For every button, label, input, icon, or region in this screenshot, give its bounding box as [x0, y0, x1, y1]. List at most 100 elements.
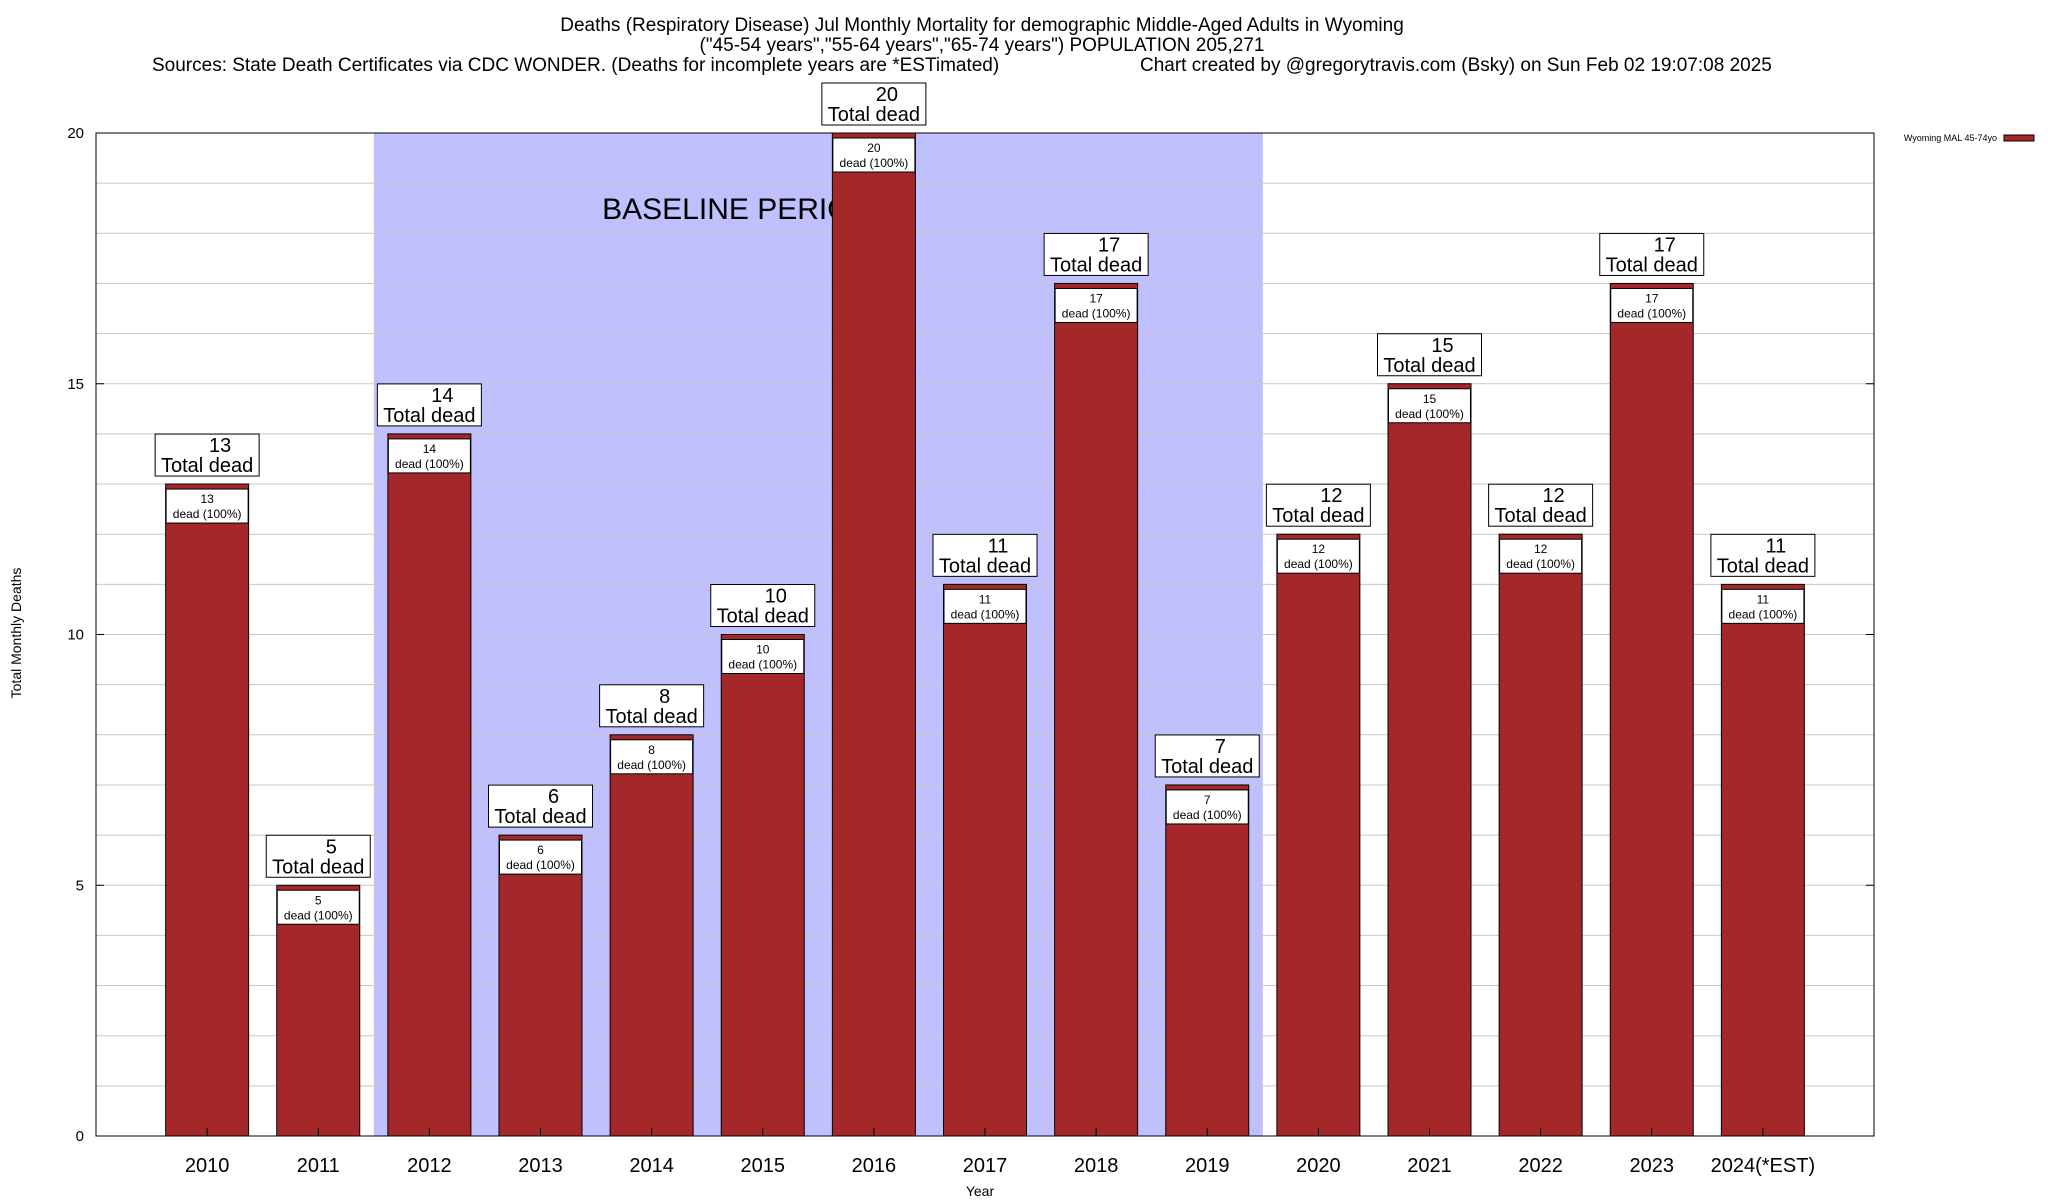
bar-top-value: 8: [659, 686, 670, 708]
bar-inner-value: 11: [979, 592, 992, 606]
bar-top-label-box: [1599, 232, 1705, 276]
bar: [1387, 383, 1472, 1137]
bar-top-label-box: [1043, 232, 1149, 276]
x-tick-label: 2024(*EST): [1711, 1155, 1816, 1177]
bar: [165, 483, 250, 1137]
x-tick-label: 2018: [1074, 1155, 1119, 1177]
x-tick-label: 2022: [1518, 1155, 1563, 1177]
bar-inner-caption: dead (100%): [173, 507, 242, 521]
y-tick-label: 0: [76, 1128, 84, 1145]
legend-swatch: [2003, 134, 2035, 142]
bar-inner-caption: dead (100%): [1284, 557, 1353, 571]
x-tick-label: 2017: [963, 1155, 1008, 1177]
bar-inner-label-box: [832, 137, 916, 173]
bar-top-caption: Total dead: [494, 806, 586, 828]
bar-top-caption: Total dead: [161, 455, 253, 477]
bar-top-label-box: [599, 684, 705, 728]
bar-inner-value: 12: [1312, 542, 1326, 556]
bar-inner-value: 6: [537, 843, 544, 857]
bar-inner-label-box: [1165, 789, 1249, 825]
bar-top-caption: Total dead: [605, 706, 697, 728]
bar-top-value: 17: [1098, 234, 1120, 256]
legend-entry-label: Wyoming MAL 45-74yo: [1904, 133, 1997, 143]
bar-inner-label-box: [499, 839, 582, 875]
bar-inner-value: 17: [1645, 291, 1659, 305]
bar: [1054, 282, 1139, 1137]
x-tick-label: 2023: [1630, 1155, 1675, 1177]
bar-inner-label-box: [721, 639, 805, 674]
bar-inner-label-box: [1610, 287, 1694, 323]
bar-top-value: 14: [431, 385, 453, 407]
bar-top-value: 17: [1654, 234, 1676, 256]
bar-inner-caption: dead (100%): [1173, 808, 1242, 822]
bar-top-caption: Total dead: [939, 555, 1031, 577]
bar-top-label-box: [376, 383, 482, 427]
bar-top-caption: Total dead: [1383, 355, 1475, 377]
bar: [943, 583, 1027, 1137]
bar-inner-caption: dead (100%): [840, 156, 909, 170]
bar-inner-label-box: [943, 588, 1027, 624]
bar-top-value: 5: [326, 836, 337, 858]
bar-inner-value: 20: [867, 141, 881, 155]
x-tick-label: 2021: [1407, 1155, 1452, 1177]
bar-top-caption: Total dead: [1050, 254, 1142, 276]
x-tick-label: 2019: [1185, 1155, 1230, 1177]
bar-inner-value: 15: [1423, 392, 1437, 406]
bar-inner-label-box: [1499, 538, 1583, 574]
bar-top-value: 7: [1215, 736, 1226, 758]
chart-sources: Sources: State Death Certificates via CD…: [152, 55, 999, 76]
bar-top-caption: Total dead: [1494, 505, 1586, 527]
bar-top-value: 15: [1431, 335, 1453, 357]
bar-top-value: 13: [209, 435, 231, 457]
bar-top-label-box: [488, 784, 593, 828]
bar-top-label-box: [821, 82, 927, 126]
bar-top-value: 12: [1543, 485, 1565, 507]
bar: [720, 634, 805, 1137]
bar-inner-value: 7: [1204, 793, 1211, 807]
bar-top-caption: Total dead: [828, 104, 920, 126]
x-tick-label: 2020: [1296, 1155, 1341, 1177]
bar-inner-label-box: [1054, 287, 1138, 323]
x-tick-label: 2012: [407, 1155, 452, 1177]
bar-top-label-box: [1265, 483, 1371, 527]
bar-top-value: 12: [1320, 485, 1342, 507]
bar: [387, 433, 472, 1137]
bar-top-caption: Total dead: [1606, 254, 1698, 276]
bar-inner-value: 17: [1089, 291, 1103, 305]
bar-inner-value: 8: [648, 743, 655, 757]
y-tick-label: 20: [67, 125, 84, 142]
bar-inner-label-box: [387, 438, 471, 474]
bar: [1276, 533, 1361, 1137]
bar-top-caption: Total dead: [272, 856, 364, 878]
bar-top-label-box: [154, 433, 260, 477]
bar-top-label-box: [1710, 533, 1816, 577]
bar-inner-value: 12: [1534, 542, 1548, 556]
bar-inner-label-box: [165, 488, 249, 524]
x-tick-label: 2015: [741, 1155, 786, 1177]
bar-top-value: 11: [1765, 535, 1786, 557]
bar-top-label-box: [1377, 333, 1482, 377]
y-axis-title: Total Monthly Deaths: [8, 568, 24, 699]
bar-top-label-box: [932, 533, 1038, 577]
bar-inner-label-box: [1721, 588, 1805, 624]
bar-inner-caption: dead (100%): [1506, 557, 1575, 571]
bar-top-caption: Total dead: [717, 606, 809, 628]
y-tick-label: 5: [76, 877, 84, 894]
bar-top-value: 6: [548, 786, 559, 808]
bar-top-caption: Total dead: [1272, 505, 1364, 527]
bar-inner-caption: dead (100%): [1395, 407, 1464, 421]
bar-inner-caption: dead (100%): [1617, 306, 1686, 320]
bar: [609, 734, 694, 1137]
bar-top-label-box: [1488, 483, 1594, 527]
bar-inner-caption: dead (100%): [728, 658, 797, 672]
bar-inner-caption: dead (100%): [617, 758, 686, 772]
legend: Wyoming MAL 45-74yo: [1904, 133, 2035, 143]
bar-inner-value: 11: [1757, 592, 1770, 606]
bar-top-caption: Total dead: [1717, 555, 1809, 577]
bar-inner-label-box: [610, 739, 694, 775]
x-tick-label: 2013: [518, 1155, 563, 1177]
bar-inner-caption: dead (100%): [395, 457, 464, 471]
